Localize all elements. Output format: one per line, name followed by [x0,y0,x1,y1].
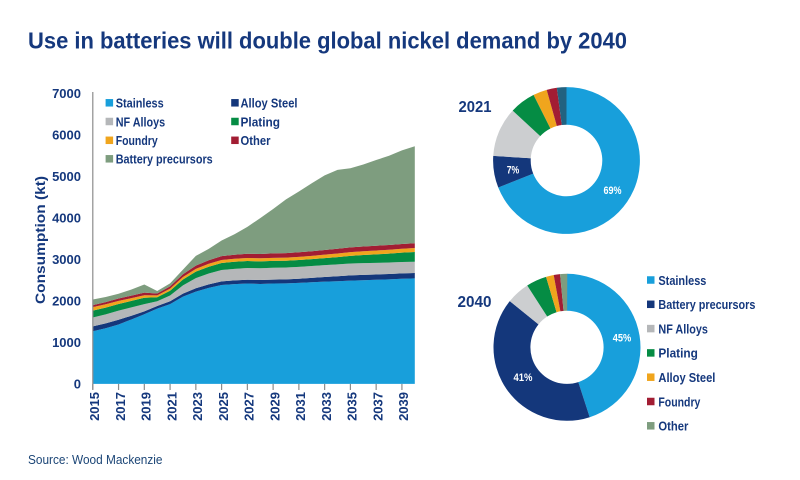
svg-text:Alloy Steel: Alloy Steel [658,370,715,385]
svg-text:3000: 3000 [52,252,81,267]
svg-text:2000: 2000 [52,294,81,309]
svg-text:2029: 2029 [267,392,282,421]
svg-text:NF Alloys: NF Alloys [116,114,166,129]
svg-text:Source: Wood Mackenzie: Source: Wood Mackenzie [28,452,163,467]
svg-text:4000: 4000 [52,210,81,225]
svg-text:2039: 2039 [396,392,411,421]
svg-text:45%: 45% [613,333,632,345]
svg-text:Alloy Steel: Alloy Steel [241,96,298,111]
svg-text:1000: 1000 [52,335,81,350]
svg-text:2021: 2021 [164,392,179,421]
svg-text:6000: 6000 [52,127,81,142]
svg-text:2027: 2027 [242,392,257,421]
svg-text:Plating: Plating [658,346,698,361]
svg-text:2019: 2019 [139,392,154,421]
svg-text:Battery precursors: Battery precursors [658,297,755,312]
svg-text:Battery precursors: Battery precursors [116,152,213,167]
svg-text:2035: 2035 [345,392,360,421]
svg-text:2023: 2023 [190,392,205,421]
svg-text:Foundry: Foundry [658,394,701,409]
svg-text:Other: Other [658,419,688,434]
svg-text:7%: 7% [507,165,520,177]
svg-text:Use in batteries will double g: Use in batteries will double global nick… [28,28,627,54]
svg-text:41%: 41% [514,372,533,384]
svg-text:Consumption (kt): Consumption (kt) [33,176,48,304]
svg-text:2017: 2017 [113,392,128,421]
svg-text:Plating: Plating [241,114,281,129]
svg-text:Foundry: Foundry [116,133,159,148]
svg-text:5000: 5000 [52,169,81,184]
svg-text:2021: 2021 [459,99,492,116]
svg-text:Stainless: Stainless [658,273,706,288]
svg-text:2025: 2025 [216,392,231,421]
svg-text:NF Alloys: NF Alloys [658,321,708,336]
svg-text:Other: Other [241,133,271,148]
svg-text:7000: 7000 [52,86,81,101]
svg-text:0: 0 [74,377,81,392]
svg-text:69%: 69% [604,185,622,197]
svg-text:2037: 2037 [370,392,385,421]
svg-text:2015: 2015 [87,392,102,421]
svg-text:2040: 2040 [458,294,492,311]
svg-text:Stainless: Stainless [116,96,164,111]
svg-text:2031: 2031 [293,392,308,421]
svg-text:2033: 2033 [319,392,334,421]
